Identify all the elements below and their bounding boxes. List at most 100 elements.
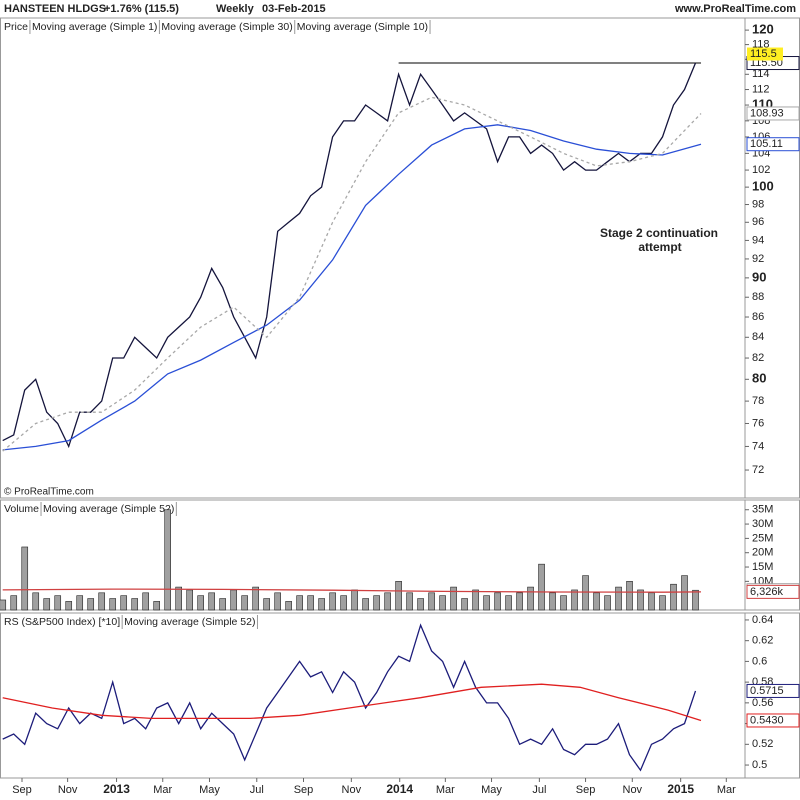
x-tick-label: May — [199, 784, 220, 796]
y-tick-label: 72 — [752, 464, 764, 476]
y-tick-label: 20M — [752, 547, 773, 559]
volume-bar — [538, 563, 545, 611]
volume-bar — [516, 592, 523, 611]
volume-bar — [43, 598, 51, 611]
x-tick-label: Sep — [294, 784, 314, 796]
price-box — [747, 47, 783, 61]
y-tick-label: 98 — [752, 198, 764, 210]
volume-bar — [417, 598, 424, 611]
volume-bar — [241, 595, 248, 611]
volume-bar — [494, 592, 501, 611]
y-tick-label: 102 — [752, 164, 770, 176]
y-tick-label: 0.62 — [752, 635, 773, 647]
volume-bar — [549, 592, 556, 611]
volume-bar — [109, 598, 117, 611]
last-value-box — [746, 683, 800, 698]
volume-bar — [505, 595, 512, 611]
volume-bar — [681, 575, 688, 611]
volume-bar — [54, 595, 62, 611]
volume-bar — [472, 589, 479, 611]
last-value-box — [746, 584, 800, 599]
x-tick-label: Mar — [153, 784, 172, 796]
x-tick-label: Sep — [576, 784, 596, 796]
volume-bar — [0, 599, 7, 611]
volume-bar — [263, 598, 270, 611]
y-tick-label: 92 — [752, 253, 764, 265]
volume-bar — [648, 592, 655, 611]
volume-bar — [87, 598, 95, 611]
y-tick-label: 100 — [752, 179, 774, 194]
volume-bar — [351, 589, 358, 611]
legend-entry: Volume — [4, 503, 39, 515]
last-value-label: 6,326k — [750, 586, 784, 598]
x-tick-label: Mar — [717, 784, 736, 796]
title: HANSTEEN HLDGS — [4, 3, 106, 15]
x-tick-label: Jul — [532, 784, 546, 796]
x-tick-label: Nov — [342, 784, 362, 796]
volume-bar — [450, 586, 457, 611]
legend-entry: Price — [4, 21, 28, 33]
volume-bar — [32, 592, 40, 611]
last-value-label: 0.5715 — [750, 685, 784, 697]
legend-entry: Moving average (Simple 52) — [124, 616, 255, 628]
y-tick-label: 112 — [752, 83, 770, 95]
volume-bar — [571, 589, 578, 611]
x-tick-label: 2015 — [667, 782, 694, 796]
volume-bar — [164, 509, 171, 611]
annotation: Stage 2 continuation — [600, 226, 718, 240]
volume-bar — [692, 589, 699, 611]
series-line — [2, 588, 702, 593]
volume-bar — [318, 598, 325, 611]
series-line — [2, 623, 697, 772]
last-value-label: 0.5430 — [750, 714, 784, 726]
volume-bar — [208, 592, 215, 611]
legend-entry: Moving average (Simple 1) — [32, 21, 157, 33]
volume-bar — [626, 581, 633, 611]
price-label: 115.5 — [750, 48, 777, 60]
volume-bar — [197, 595, 204, 611]
volume-bar — [373, 595, 380, 611]
series-line — [2, 683, 702, 722]
y-tick-label: 74 — [752, 440, 764, 452]
volume-bar — [153, 601, 160, 611]
volume-bar — [274, 592, 281, 611]
date: 03-Feb-2015 — [262, 3, 326, 15]
volume-bar — [659, 595, 666, 611]
last-value-label: 108.93 — [750, 107, 784, 119]
volume-bar — [483, 595, 490, 611]
y-tick-label: 0.64 — [752, 614, 773, 626]
volume-bar — [395, 581, 402, 611]
volume-bar — [21, 546, 29, 611]
volume-bar — [296, 595, 303, 611]
copyright: © ProRealTime.com — [4, 487, 94, 498]
y-tick-label: 88 — [752, 291, 764, 303]
series-line — [2, 124, 702, 451]
legend-entry: Moving average (Simple 52) — [43, 503, 174, 515]
y-tick-label: 86 — [752, 311, 764, 323]
y-tick-label: 0.52 — [752, 738, 773, 750]
volume-bar — [340, 595, 347, 611]
y-tick-label: 96 — [752, 216, 764, 228]
legend-entry: Moving average (Simple 10) — [297, 21, 428, 33]
volume-bar — [329, 592, 336, 611]
volume-bar — [593, 592, 600, 611]
last-value-label: 105.11 — [750, 138, 783, 150]
volume-bar — [604, 595, 611, 611]
volume-bar — [175, 586, 182, 611]
volume-bar — [120, 595, 128, 611]
volume-bar — [362, 598, 369, 611]
volume-bar — [582, 575, 589, 611]
series-line — [2, 96, 702, 452]
last-value-box — [746, 106, 800, 121]
period: Weekly — [216, 3, 255, 15]
legend-entry: RS (S&P500 Index) [*10] — [4, 616, 120, 628]
x-tick-label: Jul — [250, 784, 264, 796]
volume-bar — [10, 595, 18, 611]
volume-bar — [428, 592, 435, 611]
volume-bar — [230, 589, 237, 611]
last-value-box — [746, 137, 800, 152]
y-tick-label: 114 — [752, 68, 770, 80]
y-tick-label: 94 — [752, 234, 764, 246]
x-tick-label: 2014 — [386, 782, 413, 796]
volume-bar — [637, 589, 644, 611]
